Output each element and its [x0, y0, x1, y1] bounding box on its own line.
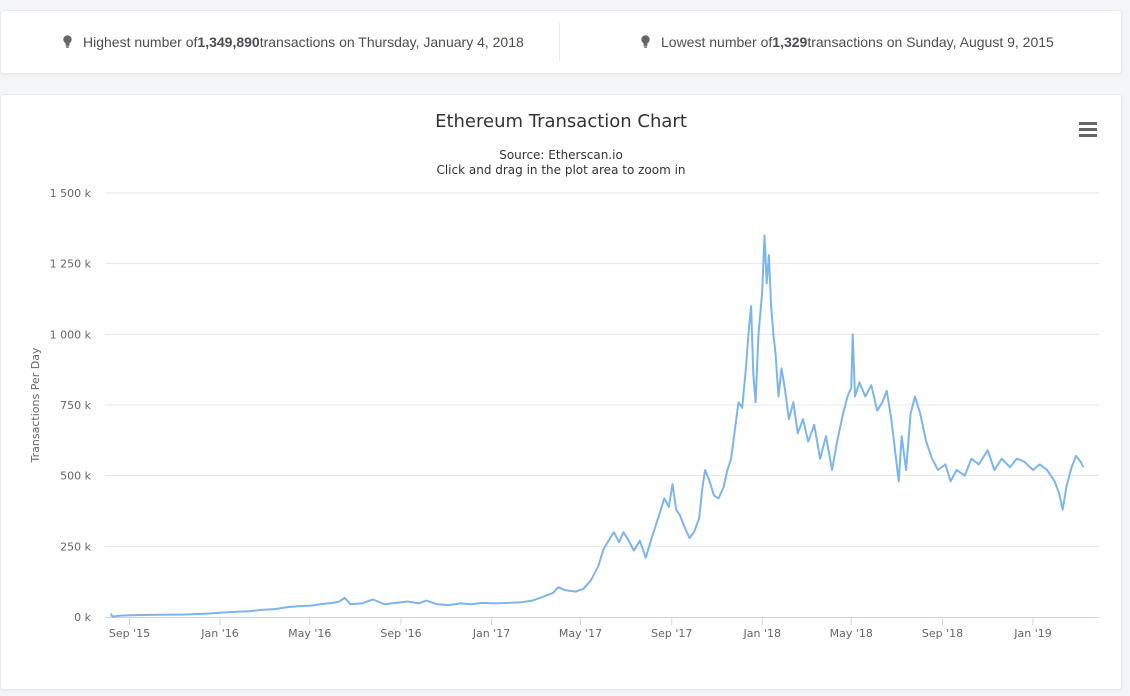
lowest-suffix: transactions on Sunday, August 9, 2015 [807, 34, 1054, 50]
x-tick-label: Jan '17 [472, 627, 510, 640]
chart-subtitle: Source: Etherscan.io [499, 148, 623, 162]
chart-card: Ethereum Transaction Chart Source: Ether… [0, 94, 1122, 690]
lowest-stat: Lowest number of 1,329 transactions on S… [641, 11, 1054, 73]
stats-card: Highest number of 1,349,890 transactions… [0, 10, 1122, 74]
lightbulb-icon [641, 35, 650, 48]
lowest-value: 1,329 [772, 34, 808, 50]
y-tick-label: 250 k [60, 540, 91, 553]
x-tick-label: May '16 [288, 627, 331, 640]
lowest-prefix: Lowest number of [661, 34, 773, 50]
x-tick-label: Jan '18 [742, 627, 780, 640]
y-tick-label: 0 k [74, 611, 91, 624]
stats-divider [559, 23, 560, 61]
y-tick-label: 750 k [60, 399, 91, 412]
highest-stat: Highest number of 1,349,890 transactions… [63, 11, 524, 73]
highest-value: 1,349,890 [197, 34, 260, 50]
y-tick-label: 500 k [60, 470, 91, 483]
x-tick-label: May '18 [830, 627, 873, 640]
y-tick-label: 1 250 k [50, 258, 92, 271]
y-axis-title: Transactions Per Day [29, 347, 42, 463]
x-tick-label: Jan '19 [1013, 627, 1051, 640]
y-tick-label: 1 500 k [50, 187, 92, 200]
chart-title: Ethereum Transaction Chart [435, 111, 687, 132]
x-tick-label: May '17 [559, 627, 602, 640]
chart-zoom-hint: Click and drag in the plot area to zoom … [436, 163, 686, 177]
highest-prefix: Highest number of [83, 34, 198, 50]
x-tick-label: Jan '16 [200, 627, 238, 640]
x-tick-label: Sep '17 [651, 627, 692, 640]
hamburger-icon-bar [1079, 128, 1097, 131]
chart-plot[interactable]: 0 k 250 k 500 k 750 k 1 000 k 1 250 k 1 500 k S… [1, 95, 1121, 689]
highest-suffix: transactions on Thursday, January 4, 201… [259, 34, 524, 50]
hamburger-icon-bar [1079, 122, 1097, 125]
series-line [110, 234, 1085, 618]
hamburger-icon-bar [1079, 134, 1097, 137]
chart-menu-button[interactable] [1079, 122, 1099, 138]
y-tick-label: 1 000 k [50, 328, 92, 341]
x-tick-label: Sep '18 [922, 627, 963, 640]
lightbulb-icon [63, 35, 72, 48]
x-tick-label: Sep '15 [109, 627, 150, 640]
x-tick-label: Sep '16 [380, 627, 421, 640]
